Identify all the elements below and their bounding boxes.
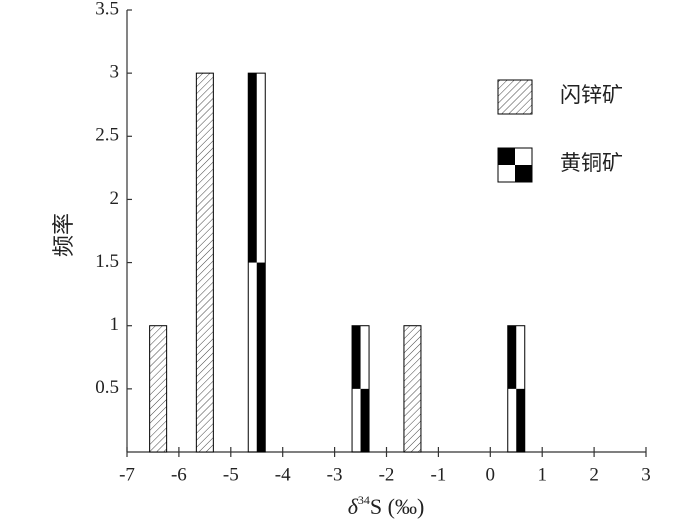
y-axis-label: 频率 <box>51 213 76 257</box>
x-tick-label: -7 <box>119 464 135 485</box>
bar-fill <box>248 73 257 263</box>
x-tick-label: -2 <box>379 464 395 485</box>
x-label-superscript: 34 <box>358 493 370 507</box>
legend-swatch <box>497 79 533 115</box>
legend-label: 黄铜矿 <box>560 151 623 175</box>
bar <box>351 325 370 453</box>
y-tick-label: 1.5 <box>95 251 119 272</box>
bar <box>507 325 526 453</box>
bar <box>195 72 214 453</box>
bar <box>403 325 422 453</box>
y-tick-label: 0.5 <box>95 377 119 398</box>
bar-fill <box>507 325 517 389</box>
x-tick-label: -6 <box>171 464 187 485</box>
bar-fill <box>516 388 525 452</box>
x-tick-label: 1 <box>537 464 547 485</box>
x-tick-label: 0 <box>486 464 496 485</box>
y-tick-label: 2 <box>110 188 120 209</box>
y-tick-label: 3.5 <box>95 0 119 19</box>
legend-fill <box>498 148 515 165</box>
x-axis-label: δ34S (‰) <box>348 493 425 519</box>
legend-swatch <box>497 147 533 183</box>
x-tick-label: -5 <box>223 464 239 485</box>
x-tick-label: -4 <box>275 464 291 485</box>
bar-fill <box>256 262 266 452</box>
bar-fill <box>360 388 370 452</box>
x-tick-label: 2 <box>589 464 599 485</box>
y-tick-label: 3 <box>110 62 120 83</box>
x-label-symbol: δ <box>348 494 359 519</box>
legend-fill <box>515 165 532 182</box>
bar <box>149 325 168 453</box>
y-tick-label: 2.5 <box>95 125 119 146</box>
bar <box>247 72 266 453</box>
x-label-text: S (‰) <box>370 494 424 519</box>
bar-fill <box>352 325 361 389</box>
y-tick-label: 1 <box>110 314 120 335</box>
x-tick-label: -3 <box>327 464 343 485</box>
x-tick-label: -1 <box>430 464 446 485</box>
x-tick-label: 3 <box>641 464 651 485</box>
legend-label: 闪锌矿 <box>560 83 623 107</box>
